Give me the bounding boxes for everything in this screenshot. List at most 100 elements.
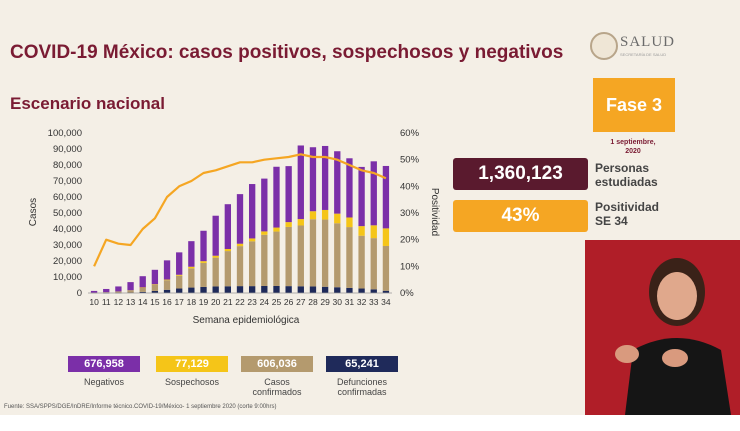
x-tick-label: 13 [126,297,136,307]
bar-casos-confirmados-week-28 [309,219,317,287]
interpreter-hand-right [662,349,688,367]
studied-label-line1: Personas [595,161,650,175]
bar-defunciones-week-28 [309,286,317,293]
x-tick-label: 24 [260,297,270,307]
bar-negativos-week-17 [176,252,183,275]
bar-defunciones-week-33 [370,289,377,293]
legend-defunciones-label-line2: confirmadas [337,387,387,397]
interpreter-body [625,338,731,415]
bar-casos-confirmados-week-20 [212,257,219,287]
y2-tick-label: 30% [400,208,420,219]
y-tick-label: 80,000 [53,160,82,171]
bar-sospechosos-week-20 [212,255,219,258]
bar-defunciones-week-24 [261,285,268,293]
bar-sospechosos-week-16 [163,279,171,281]
x-tick-label: 25 [272,297,282,307]
bars-layer [88,145,392,294]
interpreter-figure [615,258,731,415]
x-axis-ticks: 10 11 12 13 14 15 16 17 18 19 20 21 22 23 24 25 26 27 28 29… [89,297,391,307]
bar-casos-confirmados-week-19 [200,262,207,287]
bar-negativos-week-33 [370,161,377,226]
bar-negativos-week-29 [321,145,329,210]
bar-defunciones-week-18 [188,287,195,293]
x-tick-label: 32 [357,297,367,307]
phase-date-line2: 2020 [625,148,641,155]
x-tick-label: 18 [187,297,197,307]
bar-negativos-week-32 [358,166,365,227]
bar-casos-confirmados-week-29 [321,219,329,287]
y-axis-ticks: 0 10,000 20,000 30,000 40,000 50,000 60,000 70,… [48,128,82,299]
source-note: Fuente: SSA/SPPS/DGE/InDRE/Informe técni… [4,404,277,410]
bar-defunciones-week-34 [382,290,390,293]
positivity-label-line1: Positividad [595,200,660,214]
legend-confirmados-label: Casos confirmados [232,377,322,397]
y2-tick-label: 10% [400,261,420,272]
y-tick-label: 60,000 [53,192,82,203]
studied-value: 1,360,123 [453,158,588,190]
logo-tagline: SECRETARÍA DE SALUD [620,52,667,57]
legend-defunciones-label: Defunciones confirmadas [317,377,407,397]
bar-negativos-week-34 [382,165,390,229]
x-tick-label: 31 [345,297,355,307]
y-tick-label: 100,000 [48,128,82,139]
bar-casos-confirmados-week-15 [151,284,159,291]
bar-defunciones-week-14 [139,291,146,293]
bar-negativos-week-27 [297,145,304,220]
bar-defunciones-week-23 [248,286,256,293]
positivity-label: Positividad SE 34 [595,200,659,228]
y2-tick-label: 20% [400,235,420,246]
x-tick-label: 26 [284,297,294,307]
x-tick-label: 11 [102,297,111,307]
bar-defunciones-week-15 [151,290,159,293]
bar-negativos-week-12 [115,286,122,292]
bar-negativos-week-23 [248,184,256,239]
bar-defunciones-week-30 [334,287,341,293]
seal-icon [590,32,618,60]
bar-negativos-week-21 [224,204,232,249]
bar-sospechosos-week-32 [358,226,365,236]
bar-defunciones-week-31 [346,287,353,293]
legend-defunciones-label-line1: Defunciones [336,377,388,387]
x-tick-label: 22 [235,297,245,307]
x-tick-label: 16 [162,297,172,307]
legend-defunciones-value: 65,241 [326,356,398,372]
bar-sospechosos-week-21 [224,249,232,252]
bar-sospechosos-week-14 [139,287,146,288]
bar-casos-confirmados-week-13 [127,290,134,293]
y-tick-label: 20,000 [53,256,82,267]
legend-confirmados-label-line2: confirmados [252,387,302,397]
phase-date-line1: 1 septiembre, [610,139,656,146]
bar-negativos-week-25 [273,166,280,228]
bar-negativos-week-15 [151,269,159,285]
x-tick-label: 27 [296,297,306,307]
bar-defunciones-week-25 [273,285,280,293]
bar-defunciones-week-22 [236,286,244,293]
legend-sospechosos-value: 77,129 [156,356,228,372]
page-title: COVID-19 México: casos positivos, sospec… [10,42,564,63]
bottom-strip [0,415,740,431]
x-tick-label: 33 [369,297,379,307]
positivity-line [93,153,387,267]
bar-sospechosos-week-18 [188,266,195,269]
bar-sospechosos-week-22 [236,243,244,247]
bar-negativos-week-31 [346,158,353,218]
phase-badge: Fase 3 [593,78,675,132]
x-tick-label: 12 [114,297,124,307]
bar-negativos-week-26 [285,166,292,223]
bar-negativos-week-24 [261,178,268,232]
y2-tick-label: 50% [400,155,420,166]
bar-casos-confirmados-week-23 [248,241,256,287]
bar-sospechosos-week-29 [321,209,329,220]
legend-negativos-value: 676,958 [68,356,140,372]
bar-negativos-week-16 [163,260,171,280]
y-tick-label: 70,000 [53,176,82,187]
bar-negativos-week-14 [139,276,146,288]
bar-sospechosos-week-30 [334,213,341,224]
logo-text: SALUD [620,34,676,50]
bar-casos-confirmados-week-11 [103,292,110,293]
sign-language-interpreter [585,240,740,415]
bar-sospechosos-week-17 [176,274,183,276]
bar-sospechosos-week-19 [200,261,207,263]
bar-negativos-week-18 [188,241,195,267]
